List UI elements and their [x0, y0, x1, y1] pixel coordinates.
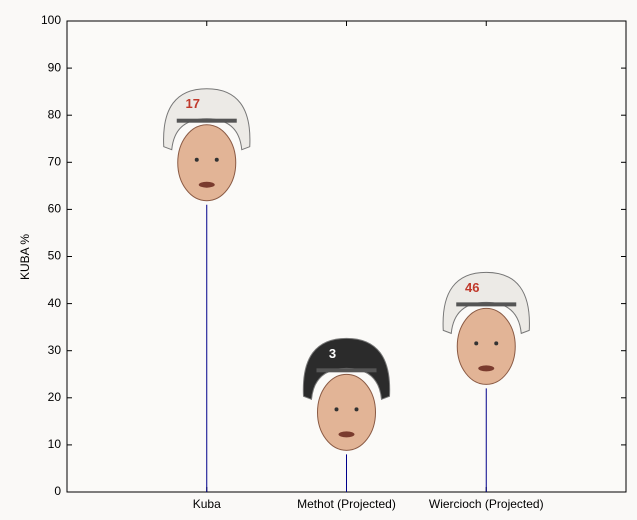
player-marker: 17	[163, 88, 251, 202]
y-tick-label: 60	[48, 202, 62, 216]
eye	[214, 157, 219, 162]
mouth	[338, 431, 355, 438]
y-tick-label: 80	[48, 107, 62, 121]
visor-band	[456, 302, 517, 307]
face	[456, 307, 516, 385]
mouth	[478, 365, 495, 372]
y-tick-label: 30	[48, 343, 62, 357]
eye	[474, 341, 479, 346]
mouth	[198, 181, 215, 188]
y-tick-label: 40	[48, 296, 62, 310]
y-tick-label: 50	[48, 249, 62, 263]
eye	[354, 407, 359, 412]
y-tick-label: 100	[41, 13, 61, 27]
helmet-number: 17	[186, 96, 200, 111]
eye	[334, 407, 339, 412]
helmet-number: 3	[329, 346, 336, 361]
x-tick-label: Methot (Projected)	[297, 497, 396, 511]
player-marker: 3	[302, 337, 391, 451]
visor-band	[176, 118, 237, 123]
y-tick-label: 90	[48, 60, 62, 74]
y-tick-label: 10	[48, 437, 62, 451]
player-marker: 46	[442, 271, 530, 385]
x-tick-label: Wiercioch (Projected)	[429, 497, 544, 511]
y-axis-label: KUBA %	[18, 234, 32, 280]
y-tick-label: 70	[48, 154, 62, 168]
face	[177, 124, 237, 202]
eye	[494, 341, 499, 346]
y-tick-label: 20	[48, 390, 62, 404]
eye	[194, 157, 199, 162]
helmet-number: 46	[465, 280, 479, 295]
face	[317, 373, 376, 451]
x-tick-label: Kuba	[193, 497, 221, 511]
y-tick-label: 0	[54, 484, 61, 498]
visor-band	[316, 368, 377, 373]
